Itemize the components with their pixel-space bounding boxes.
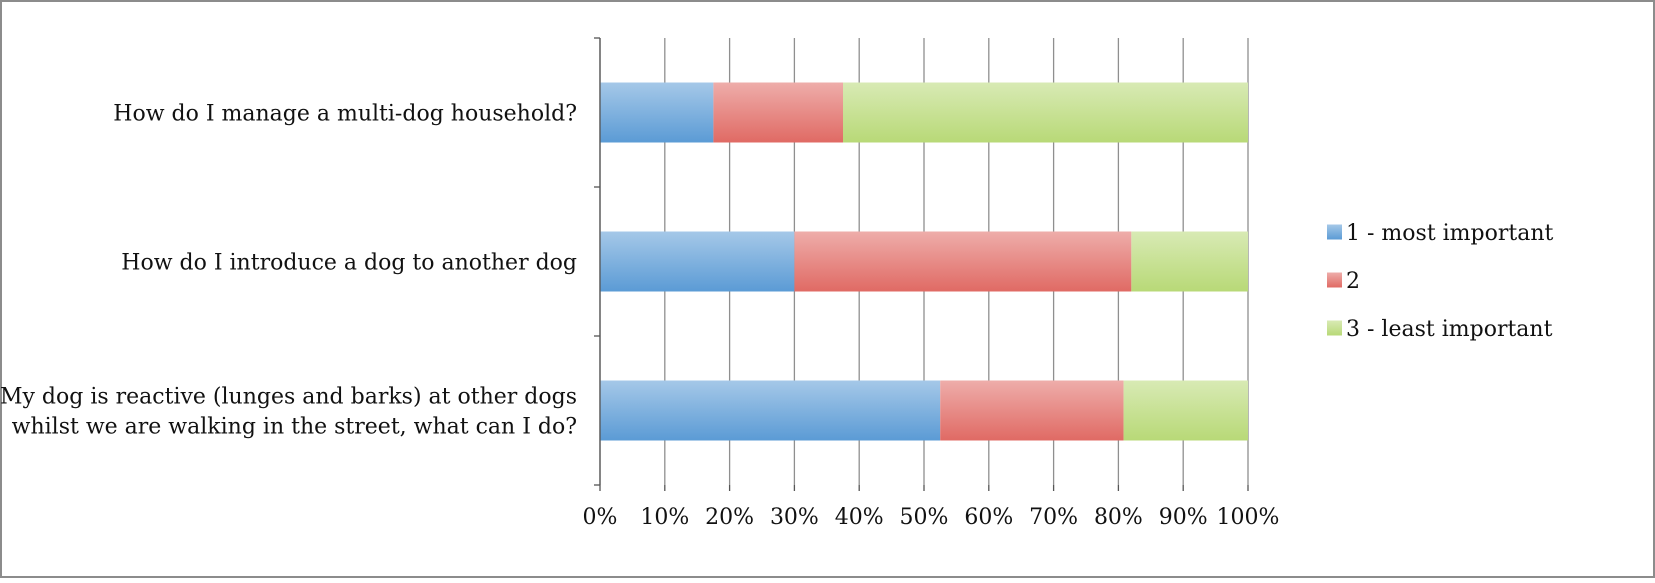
category-label: My dog is reactive (lunges and barks) at… [0,385,577,410]
x-tick-label: 0% [583,505,618,530]
labels: 0% 10% 20% 30% 40% 50% 60% 70% 80% 90% 100% How do … [0,102,1279,531]
x-tick-label: 80% [1094,505,1143,530]
bar-segment [794,231,1132,292]
bar-segment [600,380,941,441]
x-tick-label: 100% [1217,505,1280,530]
bar-segment [1123,380,1248,441]
x-tick-label: 10% [640,505,689,530]
category-label: How do I manage a multi-dog household? [113,102,577,127]
category-label: How do I introduce a dog to another dog [121,251,577,276]
x-tick-label: 70% [1029,505,1078,530]
x-tick-label: 60% [964,505,1013,530]
bar-segment [843,82,1248,143]
bar-segment [940,380,1124,441]
x-tick-label: 30% [770,505,819,530]
legend-swatch [1327,272,1342,288]
legend-label: 1 - most important [1346,221,1554,246]
category-label: whilst we are walking in the street, wha… [12,415,577,440]
x-tick-label: 50% [900,505,949,530]
legend-swatch [1327,320,1342,336]
axes [594,37,1249,491]
legend-label: 3 - least important [1346,317,1553,342]
bar-segment [713,82,843,143]
bar-segment [1131,231,1248,292]
bar-segment [600,231,795,292]
legend: 1 - most important 2 3 - least important [1327,221,1554,342]
x-tick-label: 40% [835,505,884,530]
legend-label: 2 [1346,269,1360,294]
legend-swatch [1327,224,1342,240]
bar-segment [600,82,714,143]
bars [600,82,1248,441]
x-tick-label: 90% [1159,505,1208,530]
x-tick-label: 20% [705,505,754,530]
